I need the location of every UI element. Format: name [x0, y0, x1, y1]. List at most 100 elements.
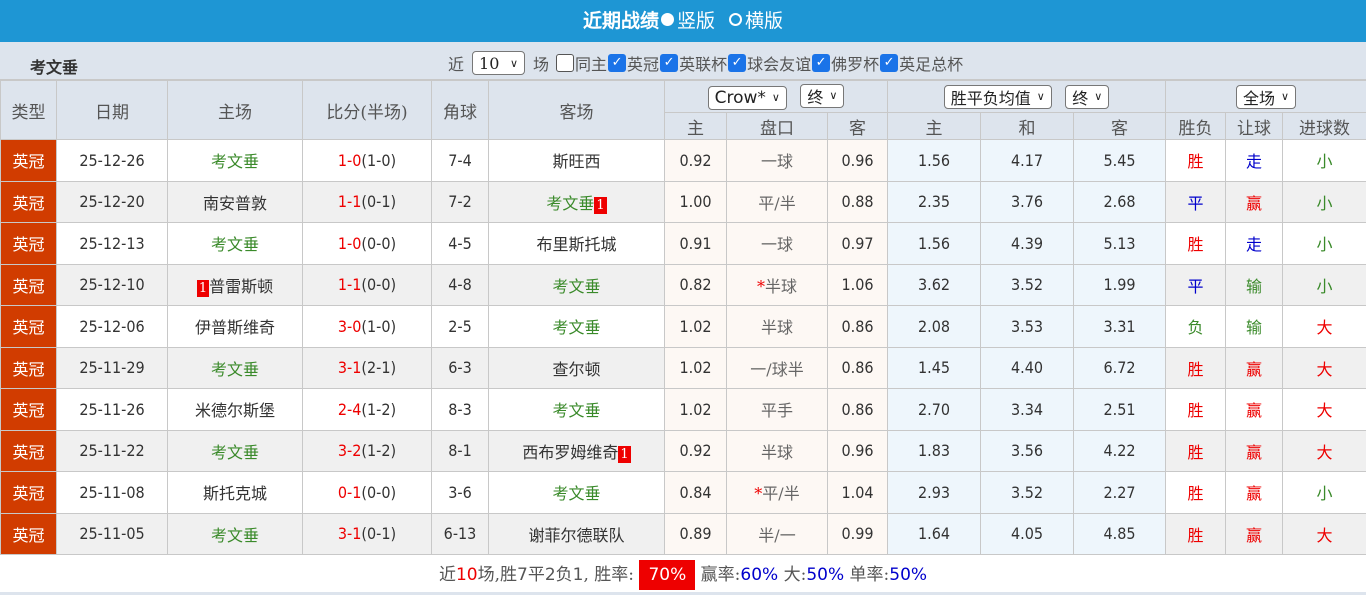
match-date: 25-11-08	[56, 471, 168, 514]
table-row[interactable]: 英冠 25-12-20 南安普敦 1-1(0-1) 7-2 考文垂 1 1.00 平/半 0.88…	[0, 180, 1366, 223]
home-team[interactable]: 米德尔斯堡	[167, 388, 303, 431]
checkbox-label: 球会友谊	[747, 55, 812, 74]
home-team[interactable]: 伊普斯维奇	[167, 305, 303, 348]
handicap-state-select[interactable]: 终 ∨	[800, 83, 845, 108]
score: 1-0(0-0)	[302, 222, 432, 265]
away-team[interactable]: 考文垂	[488, 305, 665, 348]
half-time-score: (1-0)	[361, 316, 397, 336]
table-row[interactable]: 英冠 25-12-13 考文垂 1-0(0-0) 4-5 布里斯托城 0.91 一球 0.97 1…	[0, 222, 1366, 265]
home-team[interactable]: 考文垂	[167, 222, 303, 265]
half-time-score: (1-0)	[361, 150, 397, 170]
away-team[interactable]: 考文垂 1	[488, 180, 665, 223]
radio-horizontal[interactable]	[729, 13, 743, 26]
subcol-header: 胜负	[1165, 112, 1227, 140]
match-type: 英冠	[0, 263, 57, 306]
away-team[interactable]: 谢菲尔德联队	[488, 512, 665, 555]
euro-home-odds: 2.93	[887, 471, 982, 514]
full-time-score: 1-1	[337, 192, 362, 212]
over-under-result: 大	[1282, 429, 1366, 472]
home-team[interactable]: 南安普敦	[167, 180, 303, 223]
home-team[interactable]: 考文垂	[167, 139, 303, 182]
match-date: 25-11-26	[56, 388, 168, 431]
handicap-result: 输	[1225, 305, 1284, 348]
match-date: 25-12-10	[56, 263, 168, 306]
handicap-away-odds: 0.86	[826, 388, 889, 431]
away-team[interactable]: 考文垂	[488, 471, 665, 514]
euro-away-odds: 4.22	[1073, 429, 1167, 472]
euro-away-odds: 2.68	[1073, 180, 1167, 223]
match-count-select[interactable]: 10 ∨	[472, 51, 526, 75]
match-result: 负	[1165, 305, 1227, 348]
checkbox-5[interactable]: ✓	[880, 54, 899, 72]
away-team[interactable]: 考文垂	[488, 263, 665, 306]
table-row[interactable]: 英冠 25-11-22 考文垂 3-2(1-2) 8-1 西布罗姆维奇 1 0.92 半球 0.9…	[0, 429, 1366, 472]
half-time-score: (0-0)	[361, 233, 397, 253]
checkbox-2[interactable]: ✓	[660, 54, 679, 72]
red-card-badge: 1	[594, 196, 607, 214]
full-time-score: 1-0	[337, 233, 362, 253]
euro-draw-odds: 3.34	[980, 388, 1075, 431]
home-team[interactable]: 斯托克城	[167, 471, 303, 514]
table-row[interactable]: 英冠 25-11-08 斯托克城 0-1(0-0) 3-6 考文垂 0.84 *平/半 1.04…	[0, 471, 1366, 514]
checkbox-4[interactable]: ✓	[812, 54, 831, 72]
match-type: 英冠	[0, 139, 57, 182]
handicap-line: 一/球半	[726, 346, 828, 389]
away-team[interactable]: 布里斯托城	[488, 222, 665, 265]
checkbox-1[interactable]: ✓	[608, 54, 627, 72]
handicap-home-odds: 1.02	[664, 388, 727, 431]
star-icon: *	[754, 484, 763, 504]
checkbox-0[interactable]	[556, 54, 575, 72]
radio-vertical-label: 竖版	[676, 10, 715, 32]
handicap-line: 平手	[726, 388, 828, 431]
over-under-result: 小	[1282, 263, 1366, 306]
away-team[interactable]: 考文垂	[488, 388, 665, 431]
home-team-name: 南安普敦	[202, 193, 267, 213]
period-select[interactable]: 全场 ∨	[1236, 84, 1297, 109]
home-team[interactable]: 考文垂	[167, 346, 303, 389]
odd-rate: 50%	[889, 565, 928, 585]
handicap-line: *半球	[726, 263, 828, 306]
table-row[interactable]: 英冠 25-12-26 考文垂 1-0(1-0) 7-4 斯旺西 0.92 一球 0.96 1.5…	[0, 139, 1366, 182]
match-result: 胜	[1165, 346, 1227, 389]
euro-away-odds: 3.31	[1073, 305, 1167, 348]
team-name: 考文垂	[30, 58, 79, 77]
home-team[interactable]: 考文垂	[167, 429, 303, 472]
handicap-home-odds: 0.82	[664, 263, 727, 306]
away-team[interactable]: 西布罗姆维奇 1	[488, 429, 665, 472]
euro-state-select[interactable]: 终 ∨	[1065, 84, 1110, 109]
full-time-score: 3-0	[337, 316, 362, 336]
handicap-home-odds: 0.84	[664, 471, 727, 514]
handicap-company-select[interactable]: Crow* ∨	[707, 85, 787, 110]
match-date: 25-12-13	[56, 222, 168, 265]
handicap-away-odds: 0.99	[826, 512, 889, 555]
euro-away-odds: 1.99	[1073, 263, 1167, 306]
match-type: 英冠	[0, 388, 57, 431]
away-team[interactable]: 查尔顿	[488, 346, 665, 389]
checkbox-3[interactable]: ✓	[728, 54, 747, 72]
handicap-line-value: 平手	[760, 401, 793, 421]
euro-type-select[interactable]: 胜平负均值 ∨	[943, 84, 1052, 109]
euro-away-odds: 6.72	[1073, 346, 1167, 389]
checkbox-label: 英联杯	[679, 55, 728, 74]
handicap-line: 平/半	[726, 180, 828, 223]
half-time-score: (1-2)	[361, 399, 397, 419]
home-team[interactable]: 考文垂	[167, 512, 303, 555]
euro-home-odds: 2.70	[887, 388, 982, 431]
table-row[interactable]: 英冠 25-11-29 考文垂 3-1(2-1) 6-3 查尔顿 1.02 一/球半 0.86 1…	[0, 346, 1366, 389]
euro-draw-odds: 3.76	[980, 180, 1075, 223]
win-rate-badge: 70%	[639, 560, 696, 590]
red-card-badge: 1	[196, 279, 210, 297]
radio-vertical[interactable]	[660, 13, 674, 26]
table-row[interactable]: 英冠 25-11-26 米德尔斯堡 2-4(1-2) 8-3 考文垂 1.02 平手 0.86 2…	[0, 388, 1366, 431]
home-team[interactable]: 1 普雷斯顿	[167, 263, 303, 306]
handicap-home-odds: 1.02	[664, 346, 727, 389]
match-type: 英冠	[0, 180, 57, 223]
handicap-home-odds: 1.02	[664, 305, 727, 348]
match-result: 胜	[1165, 512, 1227, 555]
away-team[interactable]: 斯旺西	[488, 139, 665, 182]
euro-draw-odds: 4.17	[980, 139, 1075, 182]
table-row[interactable]: 英冠 25-11-05 考文垂 3-1(0-1) 6-13 谢菲尔德联队 0.89 半/一 0.…	[0, 512, 1366, 555]
table-row[interactable]: 英冠 25-12-06 伊普斯维奇 3-0(1-0) 2-5 考文垂 1.02 半球 0.86 2…	[0, 305, 1366, 348]
table-row[interactable]: 英冠 25-12-10 1 普雷斯顿 1-1(0-0) 4-8 考文垂 0.82 *半球 1.06…	[0, 263, 1366, 306]
corners: 7-4	[431, 139, 489, 182]
